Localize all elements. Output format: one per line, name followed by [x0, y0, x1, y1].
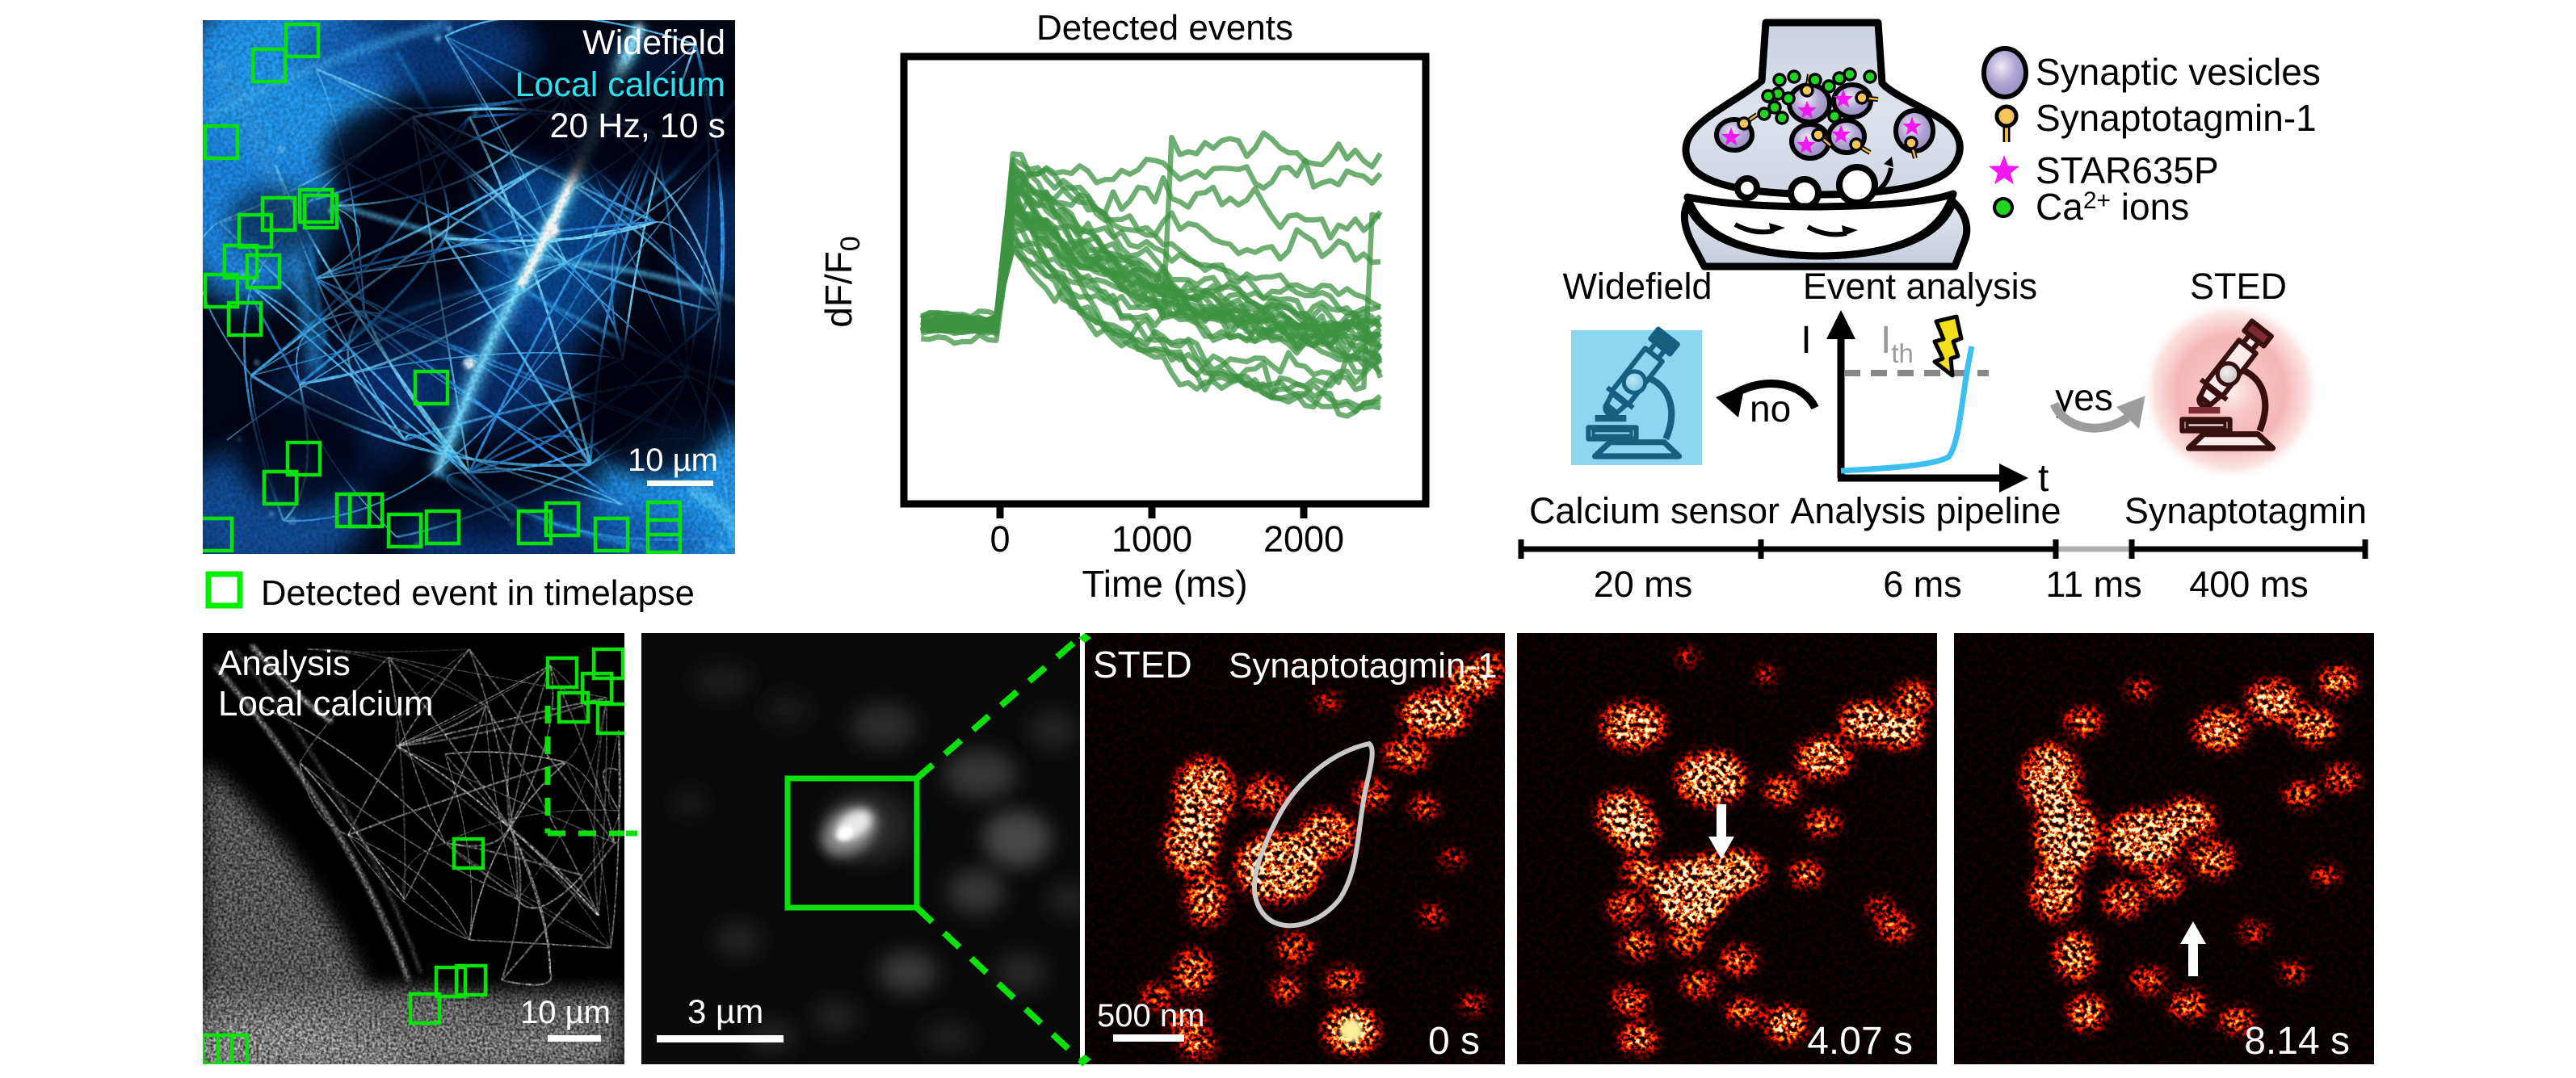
- svg-text:10 µm: 10 µm: [520, 995, 611, 1030]
- svg-text:Local calcium: Local calcium: [515, 65, 726, 104]
- svg-text:Time (ms): Time (ms): [1082, 563, 1247, 605]
- svg-text:STED: STED: [2190, 266, 2287, 307]
- svg-text:Synaptotagmin: Synaptotagmin: [2124, 490, 2367, 531]
- svg-text:Synaptotagmin-1: Synaptotagmin-1: [1229, 646, 1498, 686]
- svg-text:1000: 1000: [1112, 518, 1192, 560]
- svg-text:0: 0: [990, 518, 1010, 560]
- svg-text:11 ms: 11 ms: [2045, 564, 2141, 605]
- svg-text:2000: 2000: [1263, 518, 1344, 560]
- svg-text:8.14 s: 8.14 s: [2244, 1020, 2350, 1063]
- svg-text:10 µm: 10 µm: [628, 443, 718, 478]
- svg-text:Widefield: Widefield: [1562, 266, 1712, 307]
- svg-text:Synaptic vesicles: Synaptic vesicles: [2036, 51, 2321, 93]
- svg-text:Detected event in timelapse: Detected event in timelapse: [261, 574, 695, 613]
- svg-text:I: I: [1801, 319, 1811, 362]
- svg-text:500 nm: 500 nm: [1097, 998, 1204, 1034]
- svg-text:Synaptotagmin-1: Synaptotagmin-1: [2036, 97, 2317, 139]
- svg-text:4.07 s: 4.07 s: [1807, 1020, 1913, 1063]
- svg-text:yes: yes: [2055, 376, 2113, 418]
- svg-text:STAR635P: STAR635P: [2036, 149, 2219, 191]
- svg-text:STED: STED: [1093, 644, 1192, 686]
- svg-text:Detected events: Detected events: [1036, 8, 1293, 48]
- svg-text:no: no: [1750, 388, 1791, 430]
- svg-text:6 ms: 6 ms: [1883, 564, 1962, 605]
- svg-text:Analysis: Analysis: [218, 644, 351, 683]
- svg-text:t: t: [2038, 457, 2049, 500]
- svg-text:20 Hz, 10 s: 20 Hz, 10 s: [550, 107, 726, 145]
- svg-text:Analysis pipeline: Analysis pipeline: [1790, 490, 2061, 531]
- svg-text:Event analysis: Event analysis: [1803, 266, 2037, 307]
- svg-text:Local calcium: Local calcium: [218, 684, 434, 724]
- svg-text:Calcium sensor: Calcium sensor: [1529, 490, 1780, 531]
- svg-text:0 s: 0 s: [1428, 1020, 1480, 1063]
- svg-text:3 µm: 3 µm: [687, 992, 763, 1030]
- svg-text:20 ms: 20 ms: [1594, 564, 1693, 605]
- svg-text:Ca2+ ions: Ca2+ ions: [2036, 186, 2189, 228]
- svg-text:Widefield: Widefield: [582, 23, 725, 62]
- svg-text:400 ms: 400 ms: [2189, 564, 2309, 605]
